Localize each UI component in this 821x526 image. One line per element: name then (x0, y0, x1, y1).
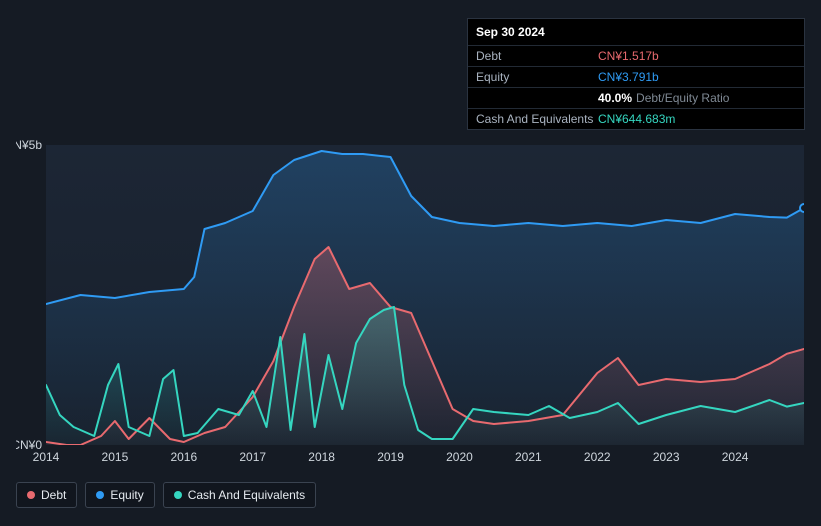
legend-dot-cash (174, 491, 182, 499)
legend-label: Equity (110, 488, 143, 502)
svg-text:2022: 2022 (584, 450, 611, 464)
tooltip-value-debt: CN¥1.517b (598, 49, 659, 63)
svg-text:2020: 2020 (446, 450, 473, 464)
tooltip-label: Equity (476, 70, 598, 84)
svg-text:2018: 2018 (308, 450, 335, 464)
legend-label: Debt (41, 488, 66, 502)
tooltip-label: Cash And Equivalents (476, 112, 598, 126)
svg-text:2019: 2019 (377, 450, 404, 464)
legend-dot-equity (96, 491, 104, 499)
tooltip-label: Debt (476, 49, 598, 63)
legend-dot-debt (27, 491, 35, 499)
tooltip-date: Sep 30 2024 (468, 19, 804, 45)
chart-tooltip: Sep 30 2024 Debt CN¥1.517b Equity CN¥3.7… (467, 18, 805, 130)
tooltip-row-debt: Debt CN¥1.517b (468, 45, 804, 66)
tooltip-label (476, 91, 598, 105)
svg-text:2017: 2017 (239, 450, 266, 464)
tooltip-ratio-value: 40.0% (598, 91, 632, 105)
svg-text:CN¥5b: CN¥5b (16, 138, 42, 152)
svg-text:2024: 2024 (722, 450, 749, 464)
tooltip-value-equity: CN¥3.791b (598, 70, 659, 84)
legend-item-debt[interactable]: Debt (16, 482, 77, 508)
svg-text:2015: 2015 (102, 450, 129, 464)
area-chart[interactable]: CN¥5bCN¥02014201520162017201820192020202… (16, 120, 804, 465)
tooltip-row-ratio: 40.0% Debt/Equity Ratio (468, 87, 804, 108)
svg-text:2014: 2014 (33, 450, 60, 464)
tooltip-row-equity: Equity CN¥3.791b (468, 66, 804, 87)
svg-text:2023: 2023 (653, 450, 680, 464)
tooltip-ratio: 40.0% Debt/Equity Ratio (598, 91, 729, 105)
svg-text:2016: 2016 (170, 450, 197, 464)
chart-legend: Debt Equity Cash And Equivalents (16, 482, 316, 508)
tooltip-row-cash: Cash And Equivalents CN¥644.683m (468, 108, 804, 129)
legend-label: Cash And Equivalents (188, 488, 305, 502)
chart-container: Sep 30 2024 Debt CN¥1.517b Equity CN¥3.7… (0, 0, 821, 526)
tooltip-ratio-label: Debt/Equity Ratio (636, 91, 729, 105)
svg-text:2021: 2021 (515, 450, 542, 464)
tooltip-value-cash: CN¥644.683m (598, 112, 675, 126)
chart-svg: CN¥5bCN¥02014201520162017201820192020202… (16, 120, 804, 465)
legend-item-cash[interactable]: Cash And Equivalents (163, 482, 316, 508)
legend-item-equity[interactable]: Equity (85, 482, 154, 508)
